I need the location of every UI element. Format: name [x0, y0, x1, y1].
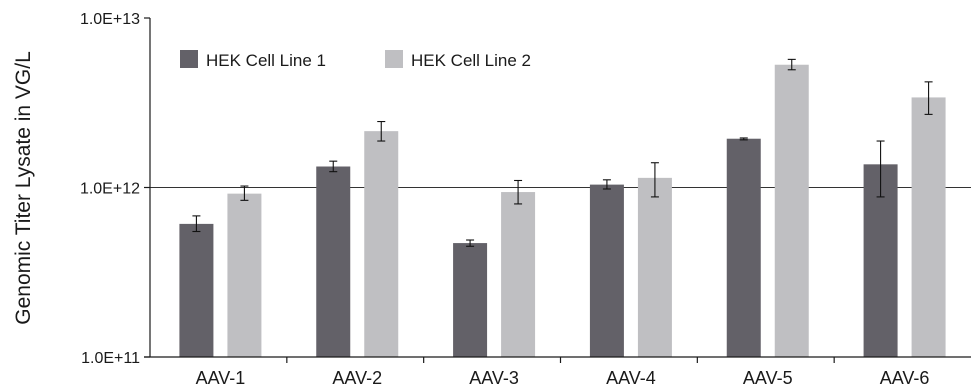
error-bars: [192, 58, 933, 247]
bar-series-2-aav-4: [637, 177, 672, 357]
y-ticks: 1.0E+11 1.0E+12 1.0E+13: [80, 11, 150, 367]
x-tick-label: AAV-4: [606, 368, 656, 388]
x-ticks: AAV-1 AAV-2 AAV-3 AAV-4 AAV-5 AAV-6: [196, 357, 930, 388]
x-tick-label: AAV-5: [743, 368, 793, 388]
bar-series-2-aav-2: [364, 131, 399, 357]
bar-series-1-aav-5: [726, 138, 761, 357]
y-axis-label: Genomic Titer Lysate in VG/L: [12, 51, 35, 325]
x-tick-label: AAV-1: [196, 368, 246, 388]
legend-label-series-2: HEK Cell Line 2: [411, 51, 531, 70]
bar-series-1-aav-4: [589, 184, 624, 357]
y-tick-label: 1.0E+12: [80, 181, 140, 198]
bar-series-1-aav-3: [453, 243, 488, 357]
bar-series-2-aav-1: [227, 193, 262, 357]
bar-series-1-aav-1: [179, 223, 214, 357]
x-tick-label: AAV-6: [880, 368, 930, 388]
bar-series-2-aav-3: [501, 192, 536, 357]
y-tick-label: 1.0E+11: [81, 350, 140, 367]
legend-swatch-series-1: [180, 50, 198, 68]
bar-series-2-aav-5: [774, 64, 809, 358]
legend: HEK Cell Line 1 HEK Cell Line 2: [180, 50, 531, 70]
bar-series-2-aav-6: [911, 97, 946, 358]
legend-swatch-series-2: [385, 50, 403, 68]
x-tick-label: AAV-2: [332, 368, 382, 388]
x-tick-label: AAV-3: [469, 368, 519, 388]
bars: [179, 64, 946, 358]
bar-series-1-aav-2: [316, 166, 351, 357]
legend-label-series-1: HEK Cell Line 1: [206, 51, 326, 70]
y-tick-label: 1.0E+13: [80, 11, 140, 28]
